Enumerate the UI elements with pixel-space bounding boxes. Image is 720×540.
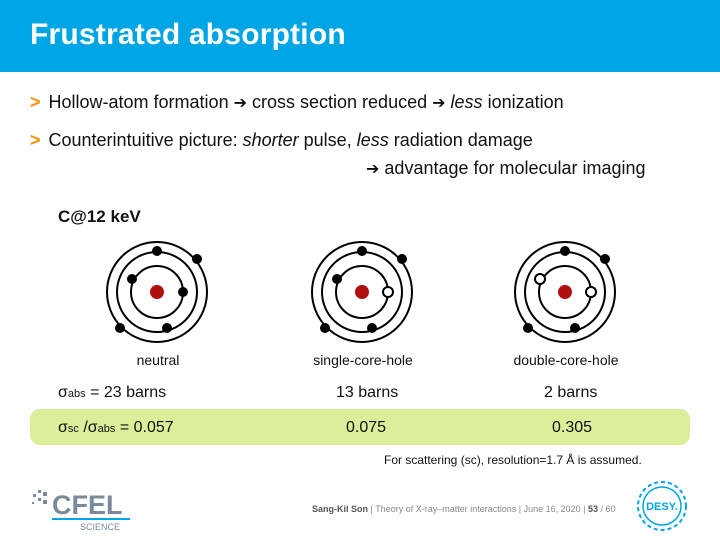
ratio-slash: /	[78, 419, 88, 436]
bullet2-part1: Counterintuitive picture:	[48, 130, 243, 150]
core-hole	[585, 286, 597, 298]
electron	[178, 287, 188, 297]
ratio-double-core-hole: 0.305	[552, 419, 593, 436]
abs-cross-section-double-core-hole: 2 barns	[544, 384, 598, 401]
title-bar: Frustrated absorption	[0, 0, 720, 72]
core-hole	[382, 286, 394, 298]
nucleus	[150, 285, 164, 299]
arrow-icon: ➔	[366, 161, 380, 178]
config-label-single-core-hole: single-core-hole	[313, 352, 413, 368]
electron	[523, 323, 533, 333]
electron	[162, 323, 172, 333]
footer-talk-title: Theory of X-ray–matter interactions	[375, 504, 517, 514]
electron	[357, 246, 367, 256]
slide-title: Frustrated absorption	[30, 18, 346, 51]
nucleus	[355, 285, 369, 299]
bullet2-part5: radiation damage	[388, 130, 533, 150]
electron	[600, 254, 610, 264]
bullet-marker: >	[30, 130, 41, 150]
bullet1-part3: less	[450, 92, 483, 112]
cfel-subtitle: SCIENCE	[80, 522, 120, 532]
bullet1-part2: cross section reduced	[252, 92, 428, 112]
bullet1-part1: Hollow-atom formation	[48, 92, 229, 112]
bullet-marker: >	[30, 92, 41, 112]
bullet-1: > Hollow-atom formation ➔ cross section r…	[30, 92, 564, 113]
electron	[320, 323, 330, 333]
bullet1-part4: ionization	[482, 92, 564, 112]
arrow-icon: ➔	[233, 95, 247, 112]
atom-single-core-hole-diagram	[311, 241, 413, 343]
sigma-symbol: σ	[58, 419, 68, 436]
cfel-logo: CFEL SCIENCE	[32, 490, 130, 532]
bullet2-part4: less	[356, 130, 389, 150]
electron	[397, 254, 407, 264]
ratio-highlight-band	[30, 409, 690, 445]
footer-sep: |	[368, 504, 376, 514]
bullet2-part3: pulse,	[298, 130, 357, 150]
element-energy-heading: C@12 keV	[58, 207, 141, 226]
ratio-neutral: σsc /σabs = 0.057	[58, 419, 174, 437]
arrow-icon: ➔	[432, 95, 446, 112]
config-label-neutral: neutral	[136, 352, 180, 368]
nucleus	[558, 285, 572, 299]
footer-page-total: / 60	[600, 504, 616, 514]
footer-author: Sang-Kil Son	[312, 504, 368, 514]
abs-value: = 23 barns	[85, 384, 167, 401]
electron	[570, 323, 580, 333]
ratio-value: = 0.057	[115, 419, 174, 436]
bullet-2-line2: ➔ advantage for molecular imaging	[366, 158, 646, 179]
abs-cross-section-neutral: σabs = 23 barns	[58, 384, 166, 402]
ratio-single-core-hole: 0.075	[346, 419, 387, 436]
abs-cross-section-single-core-hole: 13 barns	[336, 384, 399, 401]
config-label-double-core-hole: double-core-hole	[513, 352, 619, 368]
footer-date: June 16, 2020	[523, 504, 581, 514]
scattering-note: For scattering (sc), resolution=1.7 Å is…	[384, 453, 642, 467]
bullet2-line2-text: advantage for molecular imaging	[384, 158, 646, 178]
electron	[332, 274, 342, 284]
electron	[115, 323, 125, 333]
sc-subscript: sc	[67, 423, 79, 435]
electron	[367, 323, 377, 333]
sigma-symbol: σ	[87, 419, 98, 436]
electron	[560, 246, 570, 256]
cfel-wordmark: CFEL	[52, 490, 123, 520]
desy-wordmark: DESY.	[646, 501, 678, 513]
footer: Sang-Kil Son | Theory of X-ray–matter in…	[312, 504, 616, 514]
abs-subscript: abs	[97, 423, 116, 435]
atom-neutral-diagram	[106, 241, 208, 343]
footer-sep: |	[516, 504, 524, 514]
core-hole	[534, 273, 546, 285]
abs-subscript: abs	[67, 388, 86, 400]
atom-double-core-hole-diagram	[514, 241, 616, 343]
bullet2-part2: shorter	[242, 130, 299, 150]
bullet-2: > Counterintuitive picture: shorter pulse…	[30, 130, 533, 151]
footer-sep: |	[580, 504, 588, 514]
electron	[192, 254, 202, 264]
electron	[127, 274, 137, 284]
sigma-symbol: σ	[58, 384, 68, 401]
footer-page-number: 53	[588, 504, 599, 514]
electron	[152, 246, 162, 256]
desy-logo: DESY.	[637, 481, 687, 531]
